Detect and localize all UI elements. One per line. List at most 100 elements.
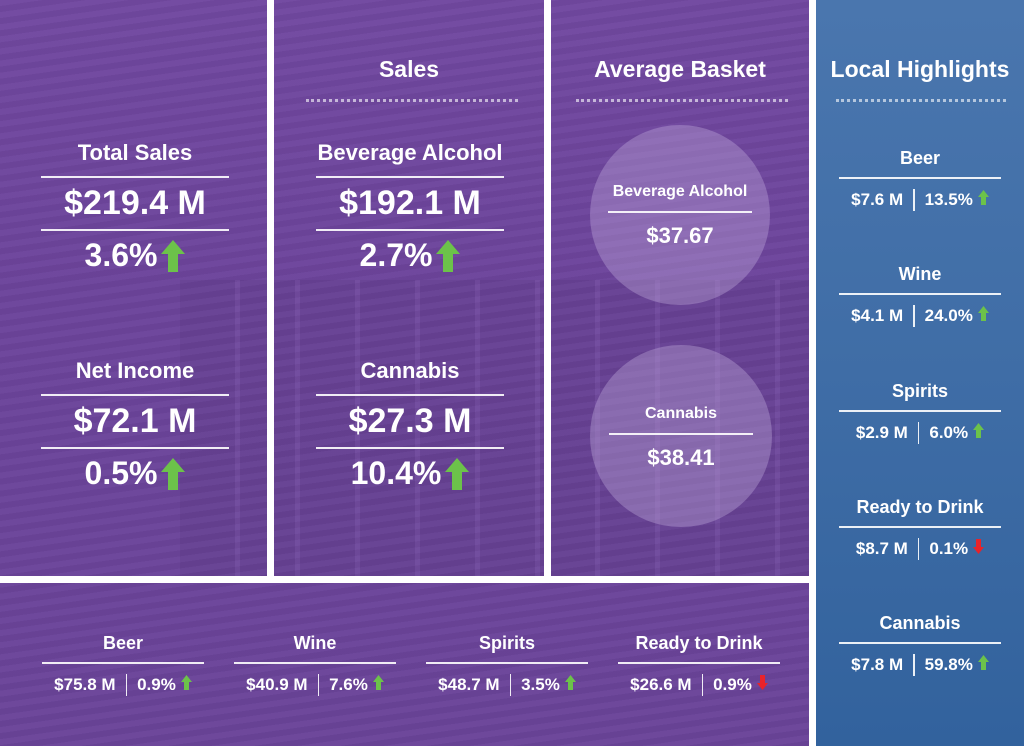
rule: [839, 293, 1001, 295]
beverage-alcohol-value: $192.1 M: [339, 184, 481, 222]
cannabis-change: 10.4%: [351, 455, 470, 492]
local-item-change: 0.1%: [929, 539, 969, 558]
local-highlights-panel: [816, 0, 1024, 746]
local-item-value: $4.1 M: [851, 306, 904, 325]
rule: [839, 410, 1001, 412]
local-item-label: Beer: [899, 148, 941, 168]
category-value: $75.8 M: [54, 675, 116, 694]
local-item-row: $4.1 M 24.0%: [816, 305, 1024, 327]
rule: [234, 662, 396, 664]
category-label: Ready to Drink: [635, 633, 763, 653]
separator: [913, 654, 915, 676]
average-basket-heading: Average Basket: [594, 56, 766, 82]
arrow-up-icon: [977, 655, 989, 675]
category-row: $26.6 M 0.9%: [606, 674, 792, 696]
rule: [618, 662, 780, 664]
category-item: Ready to Drink $26.6 M 0.9%: [606, 633, 792, 696]
local-item: Spirits $2.9 M 6.0%: [816, 381, 1024, 444]
rule: [316, 394, 504, 396]
rule: [42, 662, 204, 664]
sales-beverage-alcohol-block: Beverage Alcohol $192.1 M 2.7%: [300, 140, 520, 274]
arrow-up-icon: [445, 457, 470, 490]
rule: [316, 447, 504, 449]
arrow-up-icon: [436, 239, 461, 272]
arrow-up-icon: [977, 306, 989, 326]
total-sales-label: Total Sales: [77, 140, 193, 165]
total-sales-value: $219.4 M: [64, 184, 206, 222]
local-highlights-heading: Local Highlights: [830, 56, 1010, 82]
separator: [913, 189, 915, 211]
background-storefront: [180, 280, 820, 580]
rule: [839, 526, 1001, 528]
arrow-up-icon: [161, 239, 186, 272]
local-item-value: $8.7 M: [855, 539, 908, 558]
separator: [701, 674, 704, 696]
category-value: $26.6 M: [630, 675, 692, 694]
rule: [608, 211, 752, 213]
category-row: $75.8 M 0.9%: [30, 674, 216, 696]
arrow-up-icon: [977, 190, 989, 210]
local-item-row: $8.7 M 0.1%: [816, 538, 1024, 560]
category-label: Spirits: [478, 633, 535, 653]
category-change: 0.9%: [713, 675, 752, 694]
sales-dotted-rule: [306, 99, 518, 102]
local-item-value: $7.6 M: [851, 190, 904, 209]
local-item-change: 13.5%: [924, 190, 973, 209]
basket-label: Beverage Alcohol: [612, 183, 748, 200]
rule: [41, 447, 229, 449]
net-income-change: 0.5%: [85, 455, 186, 492]
arrow-up-icon: [180, 675, 192, 695]
divider-vertical-2: [544, 0, 551, 578]
local-item: Beer $7.6 M 13.5%: [816, 148, 1024, 211]
cannabis-value: $27.3 M: [348, 402, 472, 440]
local-item-row: $7.6 M 13.5%: [816, 189, 1024, 211]
separator: [913, 305, 915, 327]
category-change: 0.9%: [137, 675, 176, 694]
local-item: Wine $4.1 M 24.0%: [816, 264, 1024, 327]
local-item-value: $7.8 M: [851, 655, 904, 674]
category-value: $40.9 M: [246, 675, 308, 694]
rule: [609, 433, 753, 435]
basket-label: Cannabis: [644, 405, 717, 422]
divider-horizontal: [0, 576, 816, 583]
net-income-change-value: 0.5%: [84, 455, 158, 491]
separator: [317, 674, 320, 696]
divider-vertical-3: [809, 0, 816, 746]
beverage-alcohol-change-value: 2.7%: [359, 237, 433, 273]
total-sales-block: Total Sales $219.4 M 3.6%: [40, 140, 230, 274]
rule: [839, 642, 1001, 644]
local-item-change: 24.0%: [924, 306, 973, 325]
basket-circle-beverage-alcohol: Beverage Alcohol $37.67: [590, 125, 770, 305]
divider-vertical-1: [267, 0, 274, 578]
local-item-label: Ready to Drink: [856, 497, 984, 517]
rule: [426, 662, 588, 664]
rule: [41, 394, 229, 396]
rule: [316, 229, 504, 231]
category-row: $40.9 M 7.6%: [222, 674, 408, 696]
local-highlights-dotted-rule: [836, 99, 1006, 102]
beverage-alcohol-change: 2.7%: [360, 237, 461, 274]
beverage-alcohol-label: Beverage Alcohol: [317, 140, 503, 165]
basket-value: $38.41: [647, 445, 715, 470]
net-income-label: Net Income: [75, 358, 195, 383]
category-change: 7.6%: [329, 675, 368, 694]
arrow-down-icon: [756, 675, 768, 695]
basket-circle-cannabis: Cannabis $38.41: [590, 345, 772, 527]
total-sales-change-value: 3.6%: [84, 237, 158, 273]
rule: [41, 229, 229, 231]
category-item: Spirits $48.7 M 3.5%: [414, 633, 600, 696]
category-label: Wine: [293, 633, 337, 653]
local-item-value: $2.9 M: [855, 423, 908, 442]
rule: [839, 177, 1001, 179]
separator: [917, 538, 920, 560]
category-change: 3.5%: [521, 675, 560, 694]
total-sales-change: 3.6%: [85, 237, 186, 274]
separator: [917, 422, 920, 444]
cannabis-label: Cannabis: [360, 358, 460, 383]
category-item: Beer $75.8 M 0.9%: [30, 633, 216, 696]
sales-heading: Sales: [378, 56, 440, 82]
local-item-change: 59.8%: [924, 655, 973, 674]
local-item-row: $7.8 M 59.8%: [816, 654, 1024, 676]
local-item-row: $2.9 M 6.0%: [816, 422, 1024, 444]
cannabis-change-value: 10.4%: [350, 455, 442, 491]
